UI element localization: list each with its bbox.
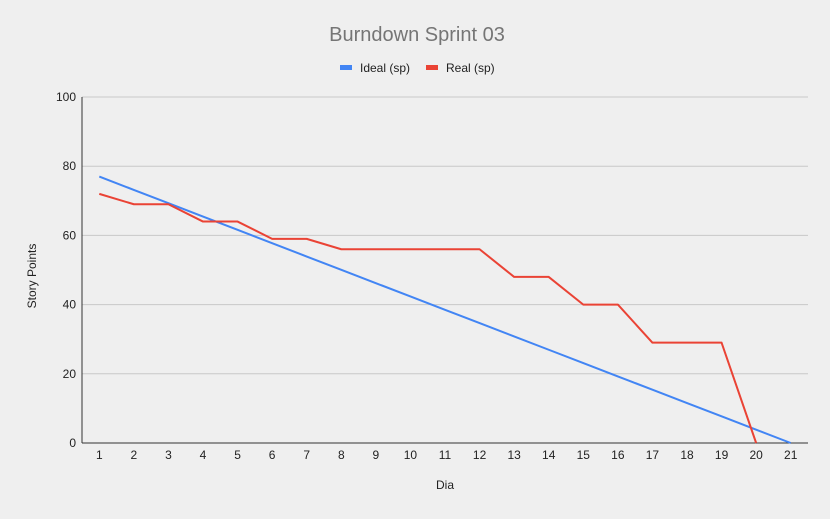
y-tick-label: 20 (63, 367, 77, 381)
x-tick-label: 21 (784, 448, 798, 462)
x-tick-label: 10 (404, 448, 418, 462)
x-tick-label: 5 (234, 448, 241, 462)
x-tick-label: 16 (611, 448, 625, 462)
gridlines (82, 96, 808, 375)
legend-item-ideal: Ideal (sp) (340, 61, 410, 75)
x-tick-label: 4 (200, 448, 207, 462)
legend-label-real: Real (sp) (446, 61, 495, 75)
x-axis-label: Dia (436, 478, 454, 492)
x-tick-label: 20 (749, 448, 763, 462)
y-axis-label: Story Points (25, 244, 39, 309)
x-tick-label: 9 (373, 448, 380, 462)
x-tick-label: 17 (646, 448, 660, 462)
x-tick-label: 2 (131, 448, 138, 462)
x-tick-label: 3 (165, 448, 172, 462)
series-line-real (98, 192, 758, 444)
legend-swatch-ideal (340, 65, 352, 70)
y-tick-label: 40 (63, 298, 77, 312)
x-tick-label: 13 (507, 448, 521, 462)
x-tick-label: 7 (303, 448, 310, 462)
legend-label-ideal: Ideal (sp) (360, 61, 410, 75)
x-tick-label: 8 (338, 448, 345, 462)
x-tick-label: 19 (715, 448, 729, 462)
x-tick-label: 18 (680, 448, 694, 462)
series-line-ideal (98, 175, 792, 444)
x-tick-label: 15 (577, 448, 591, 462)
x-tick-label: 6 (269, 448, 276, 462)
chart-title: Burndown Sprint 03 (329, 24, 505, 46)
y-tick-labels: 0 20 40 60 80 100 (56, 90, 76, 450)
x-tick-label: 11 (439, 448, 452, 462)
x-tick-labels: 1 2 3 4 5 6 7 8 9 10 11 12 13 14 15 16 17 18 19 20 21 (96, 448, 798, 462)
y-tick-label: 100 (56, 90, 76, 104)
legend-swatch-real (426, 65, 438, 70)
x-tick-label: 12 (473, 448, 487, 462)
y-tick-label: 60 (63, 228, 77, 242)
y-tick-label: 0 (69, 436, 76, 450)
legend: Ideal (sp) Real (sp) (340, 61, 495, 75)
y-tick-label: 80 (63, 159, 77, 173)
legend-item-real: Real (sp) (426, 61, 495, 75)
x-tick-label: 14 (542, 448, 556, 462)
series-layer (98, 175, 792, 444)
x-tick-label: 1 (96, 448, 103, 462)
